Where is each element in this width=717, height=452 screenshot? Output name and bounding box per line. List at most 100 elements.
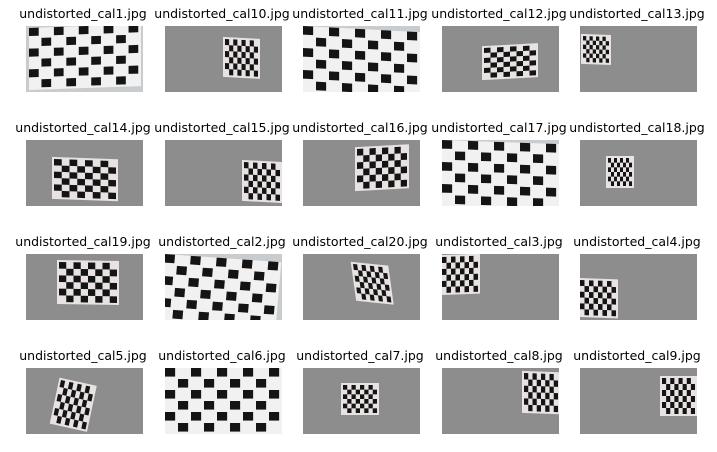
checker-square xyxy=(217,412,228,421)
checker-square xyxy=(59,401,65,410)
checker-square xyxy=(549,373,554,381)
checker-square xyxy=(91,77,101,86)
checker-square xyxy=(202,267,213,278)
checker-square xyxy=(243,390,254,399)
checker-square xyxy=(528,392,533,399)
checker-square xyxy=(407,53,418,63)
checkerboard xyxy=(165,254,282,320)
checker-square xyxy=(262,162,267,170)
checker-square xyxy=(303,26,314,36)
checker-square xyxy=(536,405,541,412)
checker-square xyxy=(316,81,327,91)
checker-square xyxy=(178,423,189,432)
checker-square xyxy=(662,402,667,408)
checker-square xyxy=(249,40,254,47)
checker-square xyxy=(347,408,352,413)
checker-square xyxy=(674,384,679,390)
checker-square xyxy=(368,84,379,92)
checker-square xyxy=(363,155,370,163)
checker-square xyxy=(623,162,626,168)
calibration-image xyxy=(303,368,420,434)
checkerboard xyxy=(242,159,282,203)
checker-square xyxy=(469,267,474,275)
checker-square xyxy=(611,181,614,186)
checkerboard-photo xyxy=(442,368,559,434)
checker-square xyxy=(363,276,369,283)
checker-square xyxy=(355,50,366,60)
checker-square xyxy=(256,379,267,388)
checker-square xyxy=(87,393,93,402)
checker-square xyxy=(510,56,517,62)
checker-square xyxy=(204,401,215,410)
checker-square xyxy=(69,172,78,179)
checker-square xyxy=(529,60,536,66)
checker-square xyxy=(481,196,492,206)
checker-square xyxy=(256,423,267,432)
checker-square xyxy=(67,403,74,412)
checker-square xyxy=(593,297,598,304)
checker-square xyxy=(70,411,76,420)
checker-square xyxy=(690,396,695,402)
checker-square xyxy=(262,175,267,182)
image-caption: undistorted_cal19.jpg xyxy=(15,234,151,249)
checker-square xyxy=(381,30,392,40)
checker-square xyxy=(66,36,77,46)
checker-square xyxy=(91,56,101,65)
image-caption: undistorted_cal10.jpg xyxy=(154,6,290,21)
checker-square xyxy=(520,164,531,174)
image-caption: undistorted_cal9.jpg xyxy=(573,348,701,363)
checker-square xyxy=(529,50,536,56)
checker-square xyxy=(253,46,258,53)
checkerboard xyxy=(581,33,611,65)
checker-square xyxy=(29,27,39,37)
checker-square xyxy=(80,269,88,276)
checker-square xyxy=(245,46,250,53)
checker-square xyxy=(351,403,356,409)
checker-square xyxy=(59,275,67,283)
calibration-image xyxy=(165,368,282,434)
checker-square xyxy=(257,168,262,176)
checker-square xyxy=(378,266,384,273)
checker-square xyxy=(357,162,364,169)
checker-square xyxy=(244,186,249,194)
image-caption: undistorted_cal5.jpg xyxy=(19,348,147,363)
checker-square xyxy=(546,165,557,175)
checker-square xyxy=(248,168,253,175)
checkerboard-photo xyxy=(442,140,559,206)
calibration-image xyxy=(442,368,559,434)
checker-square xyxy=(41,37,52,46)
checker-square xyxy=(128,26,139,33)
checker-square xyxy=(670,378,675,384)
checker-square xyxy=(490,72,497,78)
checker-square xyxy=(275,182,280,189)
checker-square xyxy=(186,299,198,310)
checker-square xyxy=(407,31,418,41)
checker-square xyxy=(617,181,620,186)
checker-square xyxy=(200,289,211,300)
checker-square xyxy=(442,280,447,287)
checkerboard-photo xyxy=(580,140,697,206)
calibration-image xyxy=(303,140,420,206)
checker-square xyxy=(510,46,517,52)
checker-square xyxy=(91,35,101,45)
checker-square xyxy=(54,184,62,191)
checker-square xyxy=(29,68,39,78)
checker-square xyxy=(237,303,249,313)
checker-square xyxy=(407,75,418,85)
checker-square xyxy=(368,282,374,290)
checker-square xyxy=(611,286,616,293)
checker-square xyxy=(376,283,382,290)
checker-square xyxy=(516,60,523,67)
checker-square xyxy=(212,301,223,311)
checker-square xyxy=(599,49,603,55)
checker-square xyxy=(623,172,626,177)
checker-square xyxy=(611,172,614,177)
checker-square xyxy=(602,298,607,305)
checker-square xyxy=(109,269,117,277)
checker-square xyxy=(225,39,230,46)
calibration-image xyxy=(580,368,697,434)
checker-square xyxy=(614,176,617,182)
checker-square xyxy=(451,256,456,263)
calibration-image xyxy=(165,140,282,206)
image-cell: undistorted_cal3.jpg xyxy=(429,233,569,323)
